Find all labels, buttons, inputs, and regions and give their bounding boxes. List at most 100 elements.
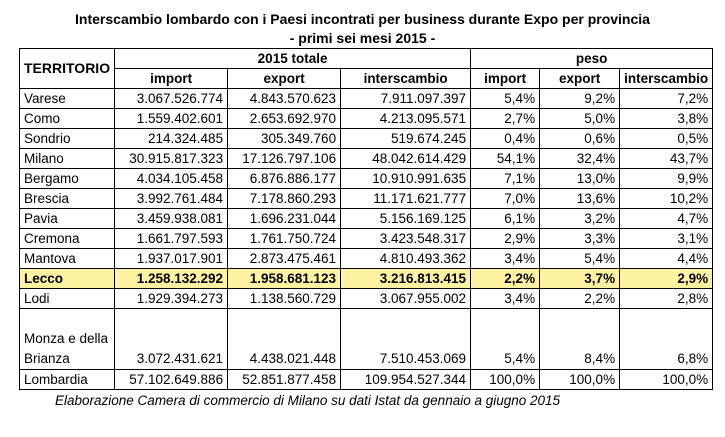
cell-import: 1.937.017.901	[114, 248, 229, 269]
row-territory: Brescia	[18, 188, 116, 209]
cell-import: 4.034.105.458	[114, 168, 229, 189]
cell-p_inter: 4,4%	[619, 248, 714, 269]
header-export: export	[227, 68, 342, 89]
table-row: Como 1.559.402.601 2.653.692.970 4.213.095.…	[18, 108, 714, 129]
row-territory: Como	[18, 108, 116, 129]
cell-export: 4.843.570.623	[227, 88, 342, 109]
header-peso: peso	[470, 48, 714, 69]
cell-export: 2.653.692.970	[227, 108, 342, 129]
cell-interscambio: 48.042.614.429	[340, 148, 472, 169]
table-row: Varese 3.067.526.774 4.843.570.623 7.911.09…	[18, 88, 714, 109]
cell-interscambio: 3.216.813.415	[340, 268, 472, 289]
cell-p_export: 0,6%	[539, 128, 621, 149]
cell-export: 1.696.231.044	[227, 208, 342, 229]
cell-p_export: 13,0%	[539, 168, 621, 189]
row-territory: Bergamo	[18, 168, 116, 189]
cell-p_inter: 2,9%	[619, 268, 714, 289]
table-row: Monza e della Brianza 3.072.431.621 4.438.…	[18, 308, 714, 370]
cell-interscambio: 519.674.245	[340, 128, 472, 149]
cell-p_import: 2,9%	[470, 228, 541, 249]
cell-p_inter: 7,2%	[619, 88, 714, 109]
cell-interscambio: 5.156.169.125	[340, 208, 472, 229]
cell-import: 30.915.817.323	[114, 148, 229, 169]
cell-p_export: 32,4%	[539, 148, 621, 169]
header-peso-export: export	[539, 68, 621, 89]
cell-p_inter: 100,0%	[619, 369, 714, 390]
cell-import: 3.067.526.774	[114, 88, 229, 109]
cell-export: 1.138.560.729	[227, 288, 342, 309]
cell-p_export: 8,4%	[539, 308, 621, 370]
table-row: Lodi 1.929.394.273 1.138.560.729 3.067.955.…	[18, 288, 714, 309]
title-line-1: Interscambio lombardo con i Paesi incont…	[75, 11, 650, 27]
row-territory: Lombardia	[18, 369, 116, 390]
cell-p_import: 5,4%	[470, 308, 541, 370]
cell-export: 305.349.760	[227, 128, 342, 149]
table-row: Lombardia 57.102.649.886 52.851.877.458 109…	[18, 369, 714, 390]
cell-p_export: 3,3%	[539, 228, 621, 249]
trade-table: TERRITORIO 2015 totale peso import expor…	[18, 48, 714, 390]
header-interscambio: interscambio	[340, 68, 472, 89]
cell-p_import: 2,2%	[470, 268, 541, 289]
row-territory: Varese	[18, 88, 116, 109]
cell-interscambio: 3.423.548.317	[340, 228, 472, 249]
cell-import: 1.559.402.601	[114, 108, 229, 129]
cell-import: 214.324.485	[114, 128, 229, 149]
cell-p_export: 5,0%	[539, 108, 621, 129]
cell-p_export: 100,0%	[539, 369, 621, 390]
row-territory: Mantova	[18, 248, 116, 269]
cell-p_inter: 4,7%	[619, 208, 714, 229]
table-row: Milano 30.915.817.323 17.126.797.106 48.042…	[18, 148, 714, 169]
row-territory: Lodi	[18, 288, 116, 309]
table-row: Brescia 3.992.761.484 7.178.860.293 11.171.…	[18, 188, 714, 209]
cell-import: 3.992.761.484	[114, 188, 229, 209]
cell-p_import: 3,4%	[470, 248, 541, 269]
cell-p_export: 2,2%	[539, 288, 621, 309]
cell-interscambio: 10.910.991.635	[340, 168, 472, 189]
table-row: Bergamo 4.034.105.458 6.876.886.177 10.910.…	[18, 168, 714, 189]
row-territory: Cremona	[18, 228, 116, 249]
cell-p_import: 5,4%	[470, 88, 541, 109]
cell-p_import: 7,1%	[470, 168, 541, 189]
row-territory: Milano	[18, 148, 116, 169]
cell-import: 3.072.431.621	[114, 308, 229, 370]
cell-export: 1.761.750.724	[227, 228, 342, 249]
row-territory: Sondrio	[18, 128, 116, 149]
cell-interscambio: 3.067.955.002	[340, 288, 472, 309]
cell-export: 52.851.877.458	[227, 369, 342, 390]
cell-p_import: 2,7%	[470, 108, 541, 129]
row-territory: Monza e della Brianza	[18, 308, 116, 370]
header-import: import	[114, 68, 229, 89]
source-note: Elaborazione Camera di commercio di Mila…	[55, 393, 561, 408]
cell-p_inter: 0,5%	[619, 128, 714, 149]
row-territory: Lecco	[18, 268, 116, 289]
cell-p_inter: 9,9%	[619, 168, 714, 189]
cell-export: 4.438.021.448	[227, 308, 342, 370]
cell-p_inter: 3,1%	[619, 228, 714, 249]
cell-p_import: 0,4%	[470, 128, 541, 149]
cell-import: 1.661.797.593	[114, 228, 229, 249]
row-territory: Pavia	[18, 208, 116, 229]
cell-p_import: 6,1%	[470, 208, 541, 229]
cell-p_export: 5,4%	[539, 248, 621, 269]
cell-interscambio: 11.171.621.777	[340, 188, 472, 209]
cell-p_export: 3,2%	[539, 208, 621, 229]
cell-interscambio: 4.213.095.571	[340, 108, 472, 129]
cell-export: 7.178.860.293	[227, 188, 342, 209]
table-row: Sondrio 214.324.485 305.349.760 519.674.245…	[18, 128, 714, 149]
cell-interscambio: 7.911.097.397	[340, 88, 472, 109]
cell-export: 2.873.475.461	[227, 248, 342, 269]
cell-import: 1.258.132.292	[114, 268, 229, 289]
header-2015-totale: 2015 totale	[114, 48, 472, 69]
table-row: Cremona 1.661.797.593 1.761.750.724 3.423.5…	[18, 228, 714, 249]
cell-p_inter: 43,7%	[619, 148, 714, 169]
cell-p_export: 9,2%	[539, 88, 621, 109]
cell-p_import: 7,0%	[470, 188, 541, 209]
cell-p_import: 100,0%	[470, 369, 541, 390]
cell-p_inter: 10,2%	[619, 188, 714, 209]
cell-import: 57.102.649.886	[114, 369, 229, 390]
cell-export: 17.126.797.106	[227, 148, 342, 169]
cell-export: 1.958.681.123	[227, 268, 342, 289]
cell-export: 6.876.886.177	[227, 168, 342, 189]
cell-p_import: 54,1%	[470, 148, 541, 169]
cell-p_export: 3,7%	[539, 268, 621, 289]
